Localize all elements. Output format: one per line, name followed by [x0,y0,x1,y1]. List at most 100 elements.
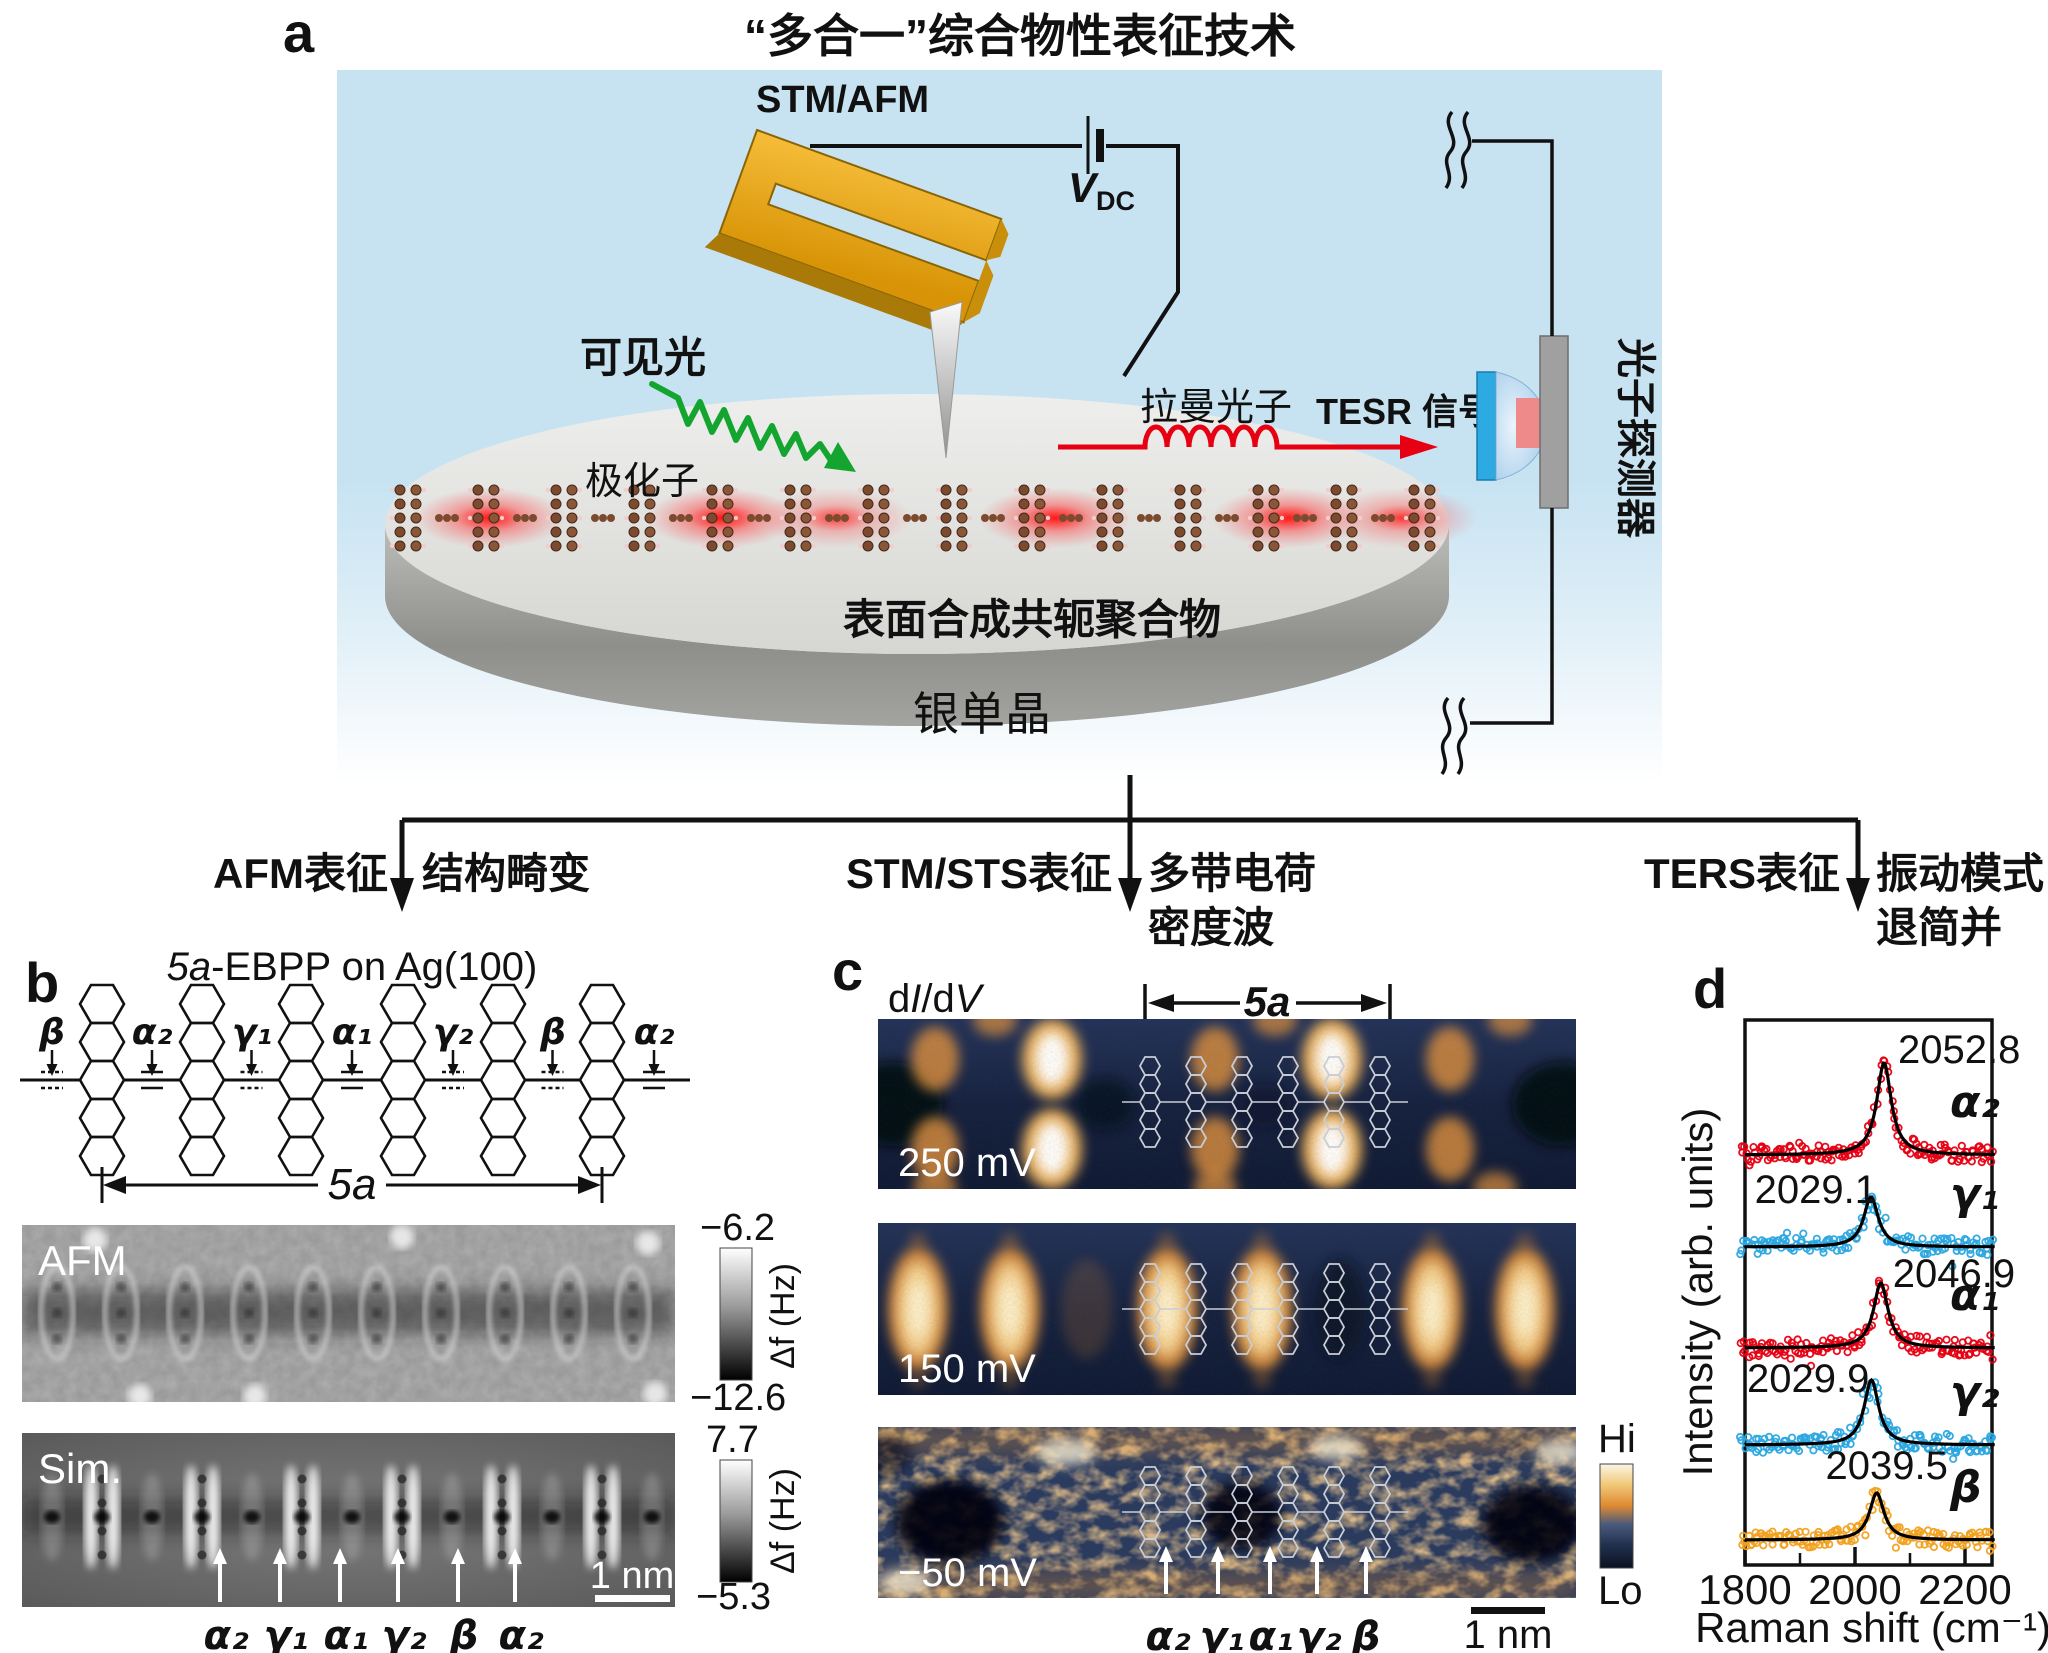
map-scalebar [1471,1607,1545,1614]
panel-a: “多合一”综合物性表征技术 a VDC STM/AFM 可见光 极化子 拉曼光子… [283,1,1662,782]
bias-circuit-wire [810,144,1180,378]
sim-image-texture [22,1465,675,1602]
peak-value-label: 2046.9 [1893,1252,2015,1296]
bias-label-neg50mv: −50 mV [898,1551,1037,1595]
branch-ters-result-2: 退简并 [1876,904,2002,951]
bond-label: β [38,1012,65,1053]
sim-image-label: Sim. [38,1445,122,1492]
detector-wire [1470,139,1554,725]
spectrum-α₁: 2046.9α₁ [1736,1252,2015,1371]
branch-arrow-afm [390,878,414,912]
peak-value-label: 2052.8 [1898,1028,2020,1072]
detector-active-area [1516,398,1542,448]
branch-stm-result-2: 密度波 [1148,904,1274,951]
spectrum-α₂: 2052.8 α₂ [1737,1028,2020,1170]
afm-image-texture [22,1225,675,1402]
x-tick-label: 2000 [1808,1566,1901,1613]
bias-label-250mv: 250 mV [898,1141,1036,1185]
polymer-chain [389,484,1478,552]
bias-label-150mv: 150 mV [898,1347,1036,1391]
sim-colorbar-unit: Δf (Hz) [764,1468,802,1574]
branch-ters-result-1: 振动模式 [1876,850,2044,897]
disk-side [385,524,1449,726]
panel-b-title: 5a-EBPP on Ag(100) [167,945,538,989]
series-label: α₁ [1950,1270,2000,1321]
raman-photon-label: 拉曼光子 [1140,387,1292,429]
spectrum-γ₂: 2029.9 γ₂ [1736,1357,1999,1464]
sim-colorbar-min: −5.3 [696,1576,771,1618]
branch-arrow-stm [1118,878,1142,912]
stm-afm-label: STM/AFM [756,79,929,121]
site-label: β [449,1613,479,1653]
site-label: α₁ [324,1613,369,1653]
detector-plate [1539,335,1569,509]
sim-scalebar-label: 1 nm [590,1555,674,1597]
series-label: γ₂ [1950,1367,1999,1418]
series-label: γ₁ [1950,1169,1999,1220]
site-label: β [1351,1614,1381,1653]
colorbar-hi-label: Hi [1598,1417,1636,1461]
polymer-backbone [20,1050,690,1090]
site-label: γ₁ [1200,1614,1245,1653]
visible-light-label: 可见光 [580,334,706,381]
stm-tip [929,301,963,459]
panel-b: b 5a-EBPP on Ag(100) β α₂ γ₁ α₁ γ₂ β α₂ … [20,945,802,1653]
span-arrowhead-right [578,1176,601,1194]
site-label: α₂ [499,1613,544,1653]
qplus-sensor [704,128,1009,336]
branch-ters-technique: TERS表征 [1644,850,1840,897]
bond-label: β [539,1012,566,1053]
site-label: γ₁ [264,1613,309,1653]
spectra-axes-box [1743,1018,1994,1567]
afm-colorbar-unit: Δf (Hz) [764,1263,802,1369]
branch-afm-technique: AFM表征 [213,850,388,897]
spectrum-β: 2039.5 β [1738,1444,1997,1555]
afm-image-label: AFM [38,1237,127,1284]
bond-label: γ₂ [433,1012,474,1053]
didv-label: dI/dV [888,977,985,1021]
series-label: α₂ [1950,1077,2000,1128]
tesr-signal-label: TESR 信号 [1316,391,1494,432]
map-250mv-texture [878,1019,1576,1189]
bond-label: α₂ [132,1012,173,1053]
site-label: α₂ [1146,1614,1191,1653]
unit-cell-span-c [1143,984,1392,1022]
visible-light-arrow [649,381,856,472]
spectrum-γ₁: 2029.1 γ₁ [1736,1168,1999,1271]
peak-value-label: 2039.5 [1826,1444,1948,1488]
collection-lens-body [1476,371,1497,481]
bond-label: α₂ [634,1012,675,1053]
series-label: β [1949,1462,1982,1513]
site-label: α₁ [1249,1614,1294,1653]
branch-afm-result: 结构畸变 [422,850,590,897]
branch-connector: AFM表征 结构畸变 STM/STS表征 多带电荷 密度波 TERS表征 振动模… [213,775,2044,951]
sim-colorbar-max: 7.7 [706,1419,759,1461]
x-tick-label: 1800 [1698,1566,1791,1613]
branch-arrow-ters [1846,878,1870,912]
x-tick-label: 2200 [1918,1566,2011,1613]
afm-colorbar [719,1247,753,1381]
span-c-arrowhead-right [1361,994,1387,1012]
site-label: γ₂ [1297,1614,1342,1653]
x-axis-label: Raman shift (cm⁻¹) [1695,1604,2048,1651]
site-label: γ₂ [382,1613,427,1653]
bond-label: γ₁ [232,1012,272,1053]
silver-crystal-label: 银单晶 [913,688,1051,740]
panel-b-label: b [25,951,59,1014]
peak-value-label: 2029.1 [1755,1168,1877,1212]
afm-colorbar-min: −12.6 [690,1377,786,1419]
vdc-label: VDC [1068,164,1135,216]
polymer-on-surface-label: 表面合成共轭聚合物 [843,596,1221,643]
molecule-overlay-250mv [1122,1056,1408,1148]
unit-cell-label-b: 5a [328,1160,377,1209]
panel-c: c dI/dV 5a 250 mV 150 mV −50 mV Hi Lo 1 … [832,939,1643,1653]
didv-colorbar [1599,1463,1634,1569]
unit-cell-label-c: 5a [1244,978,1291,1025]
map-scalebar-label: 1 nm [1464,1613,1553,1653]
span-arrowhead-left [103,1176,126,1194]
figure-title: “多合一”综合物性表征技术 [744,10,1296,62]
site-label: α₂ [204,1613,249,1653]
panel-c-label: c [832,939,863,1002]
disk-top [385,394,1449,654]
